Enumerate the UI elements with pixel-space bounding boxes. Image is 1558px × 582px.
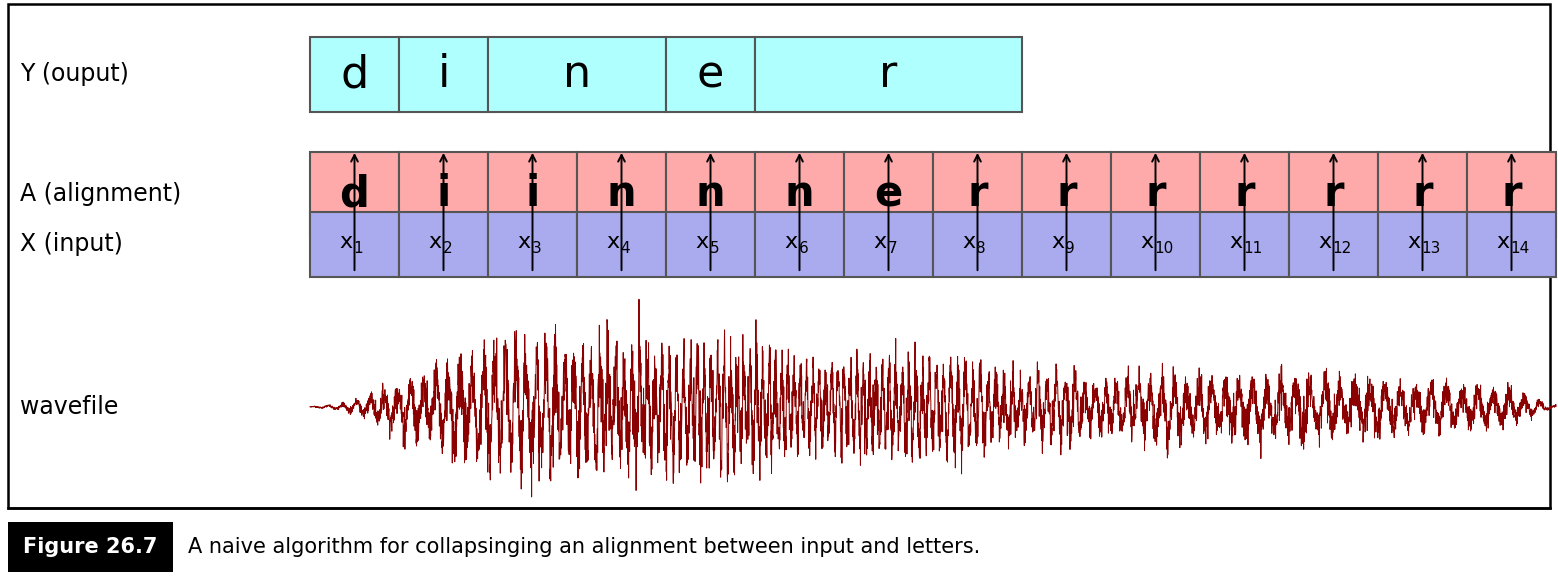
Bar [1288,152,1377,237]
Text: x: x [784,232,798,251]
Text: Figure 26.7: Figure 26.7 [23,537,157,557]
Text: 9: 9 [1066,241,1075,256]
Text: r: r [1502,173,1522,215]
Bar [0,512,1558,582]
Text: r: r [879,53,897,96]
Text: wavefile: wavefile [20,395,118,419]
Bar [488,212,576,277]
Text: x: x [340,232,352,251]
Bar [576,152,665,237]
Text: X (input): X (input) [20,232,123,257]
Text: n: n [785,173,815,215]
Text: 7: 7 [888,241,897,256]
Bar [1200,212,1288,277]
Text: x: x [1052,232,1064,251]
Text: n: n [562,53,590,96]
Text: 5: 5 [709,241,720,256]
Text: Y (ouput): Y (ouput) [20,62,129,87]
Text: 12: 12 [1332,241,1352,256]
Bar [399,212,488,277]
Text: d: d [340,53,369,96]
Text: 10: 10 [1154,241,1173,256]
Text: 14: 14 [1511,241,1530,256]
Text: x: x [1229,232,1242,251]
Text: x: x [963,232,975,251]
Text: x: x [874,232,887,251]
Bar [488,152,576,237]
Bar [576,212,665,277]
Text: x: x [428,232,441,251]
Text: r: r [1323,173,1343,215]
Text: 6: 6 [799,241,809,256]
Bar [844,152,933,237]
Text: x: x [695,232,709,251]
Text: d: d [340,173,369,215]
Bar [756,212,844,277]
Text: n: n [606,173,636,215]
Bar [756,152,844,237]
Text: i: i [436,173,450,215]
Bar [310,212,399,277]
Text: r: r [1145,173,1165,215]
Text: r: r [968,173,988,215]
Bar [488,37,665,112]
Bar [1022,212,1111,277]
Bar [756,37,1022,112]
Bar [1377,212,1468,277]
Text: i: i [525,173,539,215]
Text: r: r [1412,173,1433,215]
Text: n: n [696,173,726,215]
Bar [1468,152,1556,237]
Text: x: x [1407,232,1421,251]
Bar [933,212,1022,277]
Bar [399,37,488,112]
Text: e: e [874,173,902,215]
Bar [933,152,1022,237]
Bar [1377,152,1468,237]
Text: x: x [1140,232,1153,251]
Bar [665,37,756,112]
Bar [844,212,933,277]
Bar [310,152,399,237]
Bar [8,4,1550,508]
Text: 1: 1 [354,241,363,256]
Text: e: e [696,53,724,96]
Text: x: x [606,232,620,251]
Text: 3: 3 [531,241,541,256]
Text: 8: 8 [977,241,986,256]
Text: 11: 11 [1243,241,1262,256]
Bar [310,37,399,112]
Text: x: x [517,232,531,251]
Bar [1200,152,1288,237]
Text: x: x [1496,232,1510,251]
Text: 2: 2 [442,241,452,256]
Text: 13: 13 [1421,241,1441,256]
Bar [1288,212,1377,277]
Bar [1111,212,1200,277]
Bar [665,212,756,277]
Bar [1022,152,1111,237]
Text: 4: 4 [620,241,629,256]
Text: x: x [1318,232,1332,251]
Text: r: r [1056,173,1077,215]
Bar [399,152,488,237]
Text: r: r [1234,173,1254,215]
Bar [1111,152,1200,237]
Text: i: i [438,53,450,96]
Bar [665,152,756,237]
Bar [8,522,173,572]
Bar [1468,212,1556,277]
Text: A (alignment): A (alignment) [20,183,181,207]
Text: A naive algorithm for collapsinging an alignment between input and letters.: A naive algorithm for collapsinging an a… [189,537,980,557]
